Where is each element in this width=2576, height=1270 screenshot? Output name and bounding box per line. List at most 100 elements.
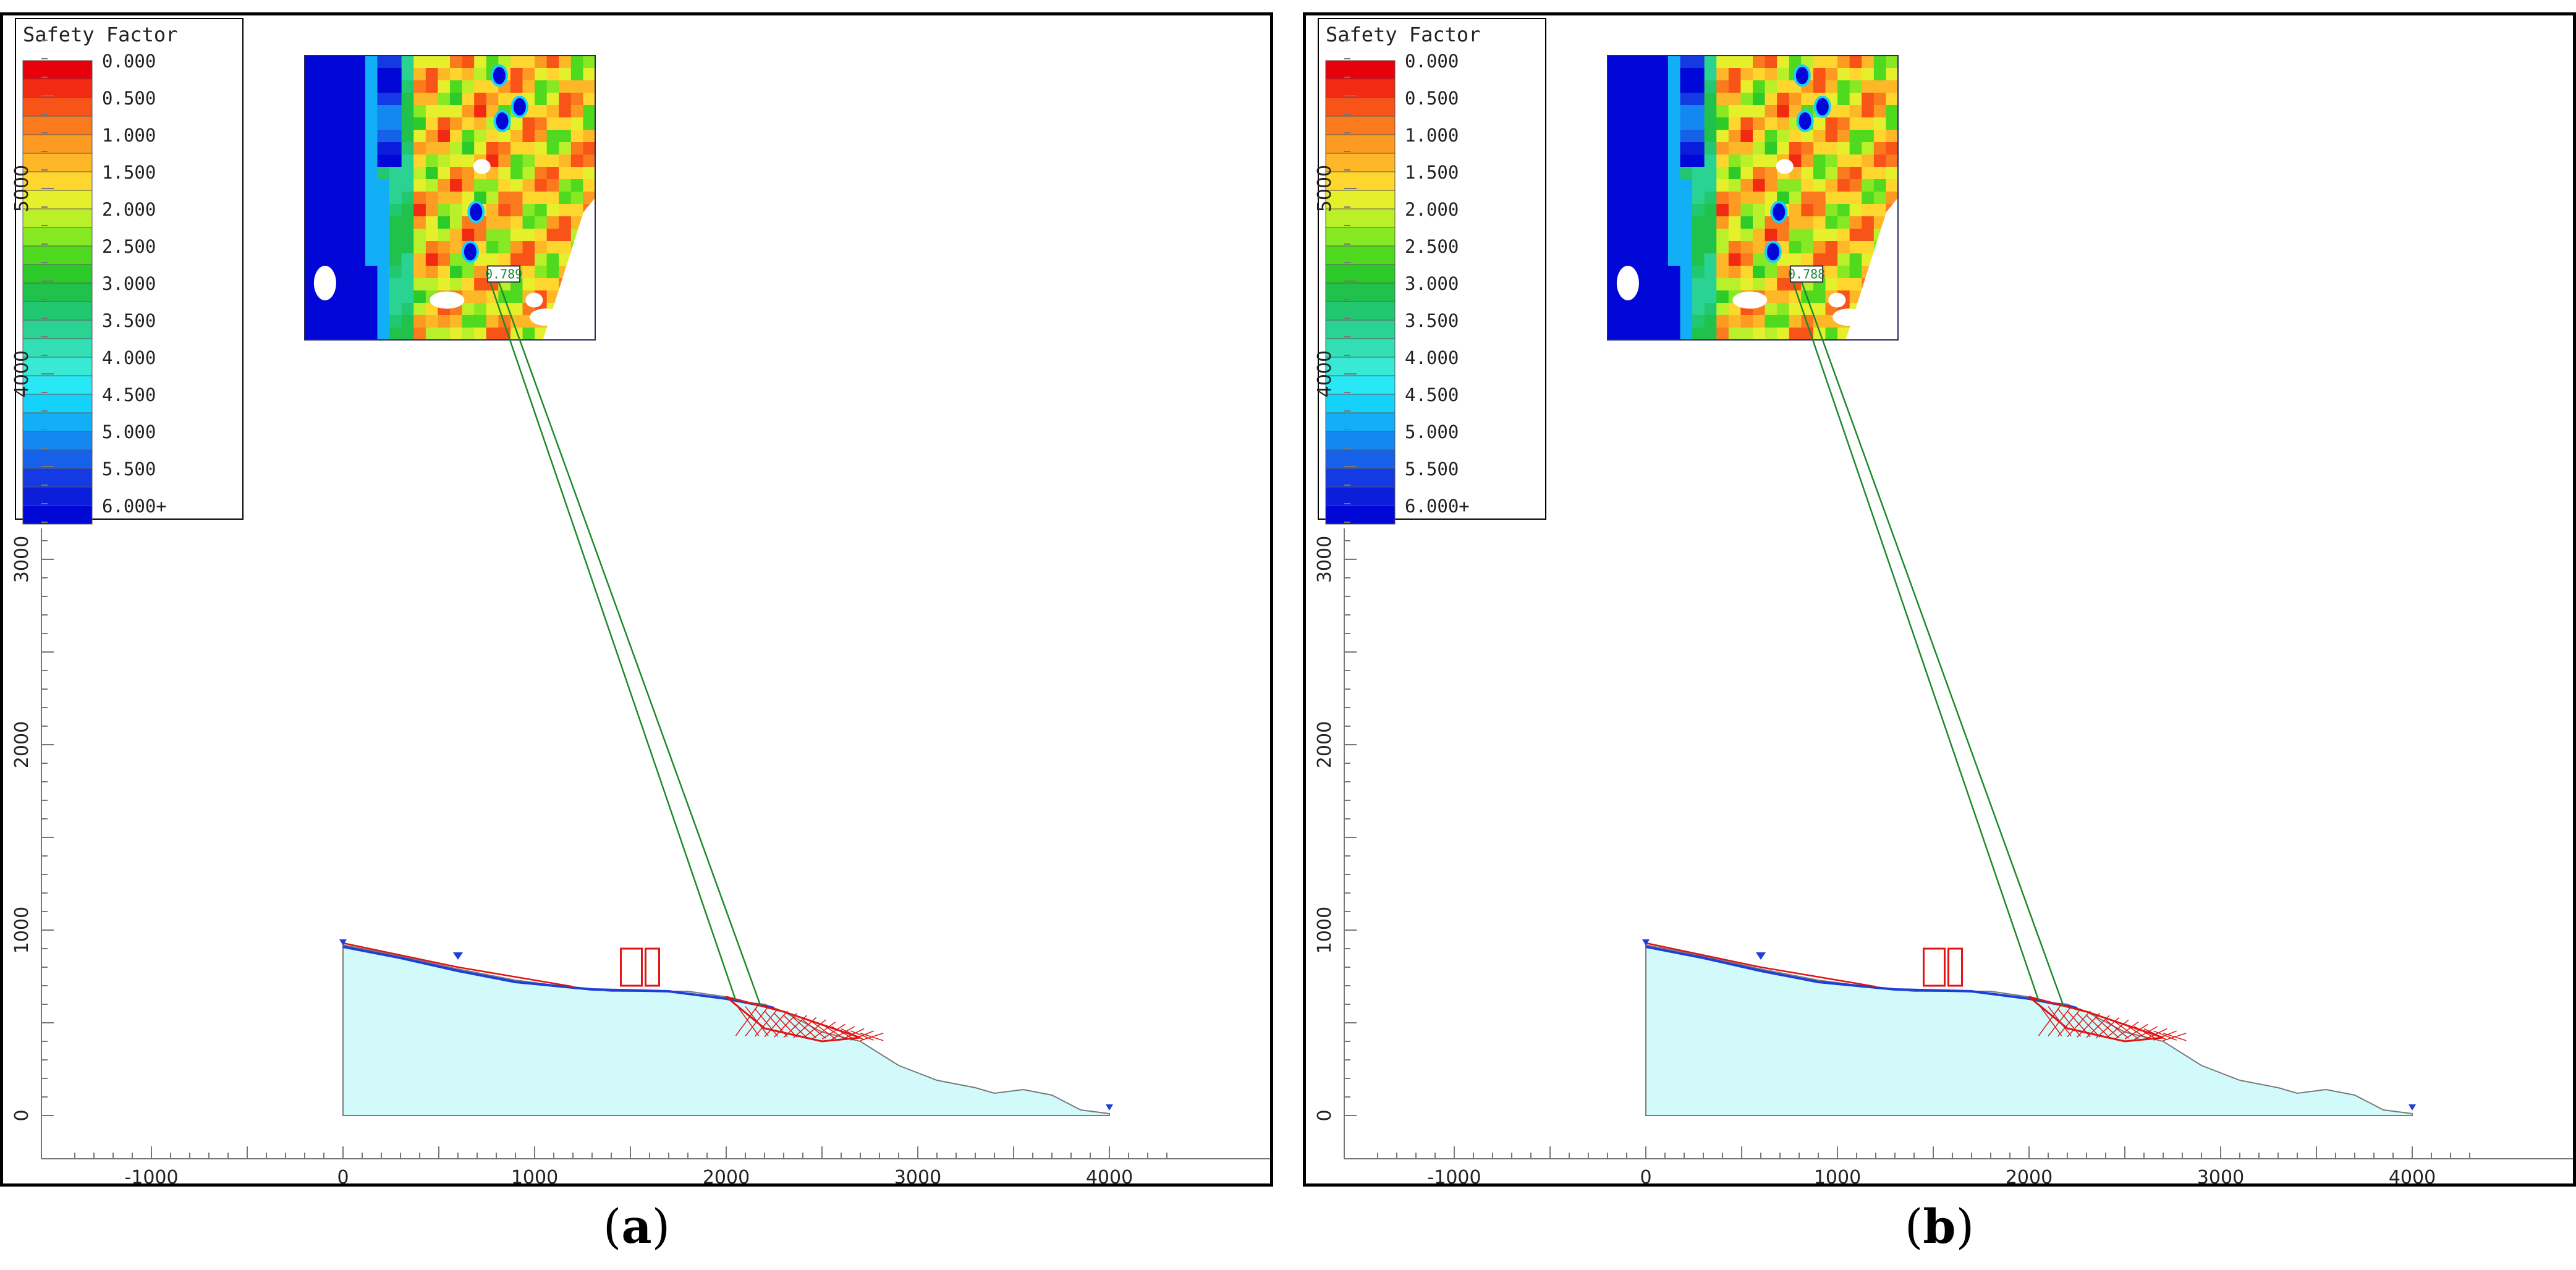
contour-cell (1837, 167, 1850, 180)
contour-cell (1692, 290, 1705, 303)
contour-cell (401, 56, 415, 69)
contour-cell (1753, 253, 1766, 266)
hatch-line (773, 1012, 798, 1038)
contour-cell (1632, 192, 1645, 205)
contour-cell (486, 253, 499, 266)
contour-cell (1789, 204, 1802, 217)
contour-cell (1632, 80, 1645, 93)
legend-swatch (22, 264, 93, 284)
contour-cell (1619, 179, 1633, 192)
callout-line (489, 281, 737, 1001)
contour-cell (450, 204, 463, 217)
contour-cell (1619, 105, 1633, 118)
contour-cell (438, 105, 451, 118)
contour-cell (486, 315, 499, 328)
contour-cell (377, 192, 391, 205)
hatch-line (2096, 1017, 2120, 1039)
contour-cell (425, 278, 439, 291)
legend-label: 3.500 (1405, 310, 1459, 331)
contour-cell (1656, 80, 1669, 93)
contour-cell (1704, 117, 1718, 130)
contour-cell (535, 130, 548, 143)
contour-cell (450, 130, 463, 143)
low-sf-pocket (1793, 64, 1811, 87)
contour-cell (329, 80, 342, 93)
contour-cell (1704, 278, 1718, 291)
contour-cell (1716, 80, 1729, 93)
legend-swatch (22, 486, 93, 506)
contour-cell (486, 204, 499, 217)
contour-cell (1716, 192, 1729, 205)
contour-cell (377, 56, 391, 69)
contour-cell (1740, 253, 1753, 266)
contour-cell (1837, 105, 1850, 118)
contour-cell (1643, 105, 1657, 118)
contour-cell (1813, 192, 1826, 205)
contour-cell (1789, 241, 1802, 254)
contour-cell (1825, 278, 1839, 291)
contour-cell (1789, 216, 1802, 229)
contour-cell (1704, 290, 1718, 303)
contour-cell (425, 192, 439, 205)
contour-cell (535, 105, 548, 118)
contour-cell (1862, 80, 1875, 93)
contour-cell (1753, 266, 1766, 279)
contour-cell (1643, 167, 1657, 180)
contour-cell (353, 278, 366, 291)
contour-cell (510, 241, 523, 254)
contour-cell (341, 253, 354, 266)
contour-cell (1619, 328, 1633, 341)
contour-cell (413, 253, 426, 266)
contour-cell (401, 130, 415, 143)
water-marker (1106, 1104, 1113, 1111)
contour-cell (498, 253, 511, 266)
contour-cell (486, 216, 499, 229)
contour-cell (1753, 56, 1766, 69)
contour-cell (1789, 93, 1802, 106)
contour-cell (1716, 204, 1729, 217)
contour-cell (1837, 192, 1850, 205)
contour-cell (1777, 142, 1790, 155)
y-tick-label: 2000 (1314, 721, 1336, 768)
contour-cell (1849, 56, 1863, 69)
callout-value: 0.789 (485, 266, 522, 281)
legend-swatch (22, 60, 93, 80)
contour-cell (570, 68, 584, 81)
contour-cell (474, 328, 487, 341)
surface-line (342, 942, 574, 988)
contour-cell (1692, 216, 1705, 229)
contour-cell (1692, 117, 1705, 130)
contour-cell (1608, 93, 1621, 106)
contour-cell (377, 68, 391, 81)
contour-cell (1765, 130, 1778, 143)
contour-cell (462, 303, 475, 316)
contour-cell (377, 253, 391, 266)
contour-cell (365, 142, 378, 155)
contour-cell (305, 80, 318, 93)
contour-cell (1608, 167, 1621, 180)
contour-cell (474, 93, 487, 106)
contour-cell (1862, 155, 1875, 167)
contour-cell (425, 204, 439, 217)
contour-cell (583, 80, 596, 93)
legend-swatch (1325, 431, 1396, 451)
contour-cell (1825, 179, 1839, 192)
contour-cell (1680, 93, 1693, 106)
contour-cell (1765, 68, 1778, 81)
contour-cell (1704, 266, 1718, 279)
contour-cell (316, 303, 330, 316)
contour-cell (1656, 105, 1669, 118)
contour-cell (316, 179, 330, 192)
contour-cell (377, 130, 391, 143)
legend-label: 0.000 (102, 51, 156, 72)
contour-cell (522, 142, 536, 155)
contour-cell (1837, 130, 1850, 143)
contour-cell (1765, 278, 1778, 291)
legend-label: 4.000 (1405, 347, 1459, 368)
contour-cell (522, 80, 536, 93)
hatch-line (2086, 1015, 2110, 1038)
contour-cell (450, 241, 463, 254)
contour-cell (401, 303, 415, 316)
contour-cell (1632, 93, 1645, 106)
water-marker (453, 952, 463, 960)
